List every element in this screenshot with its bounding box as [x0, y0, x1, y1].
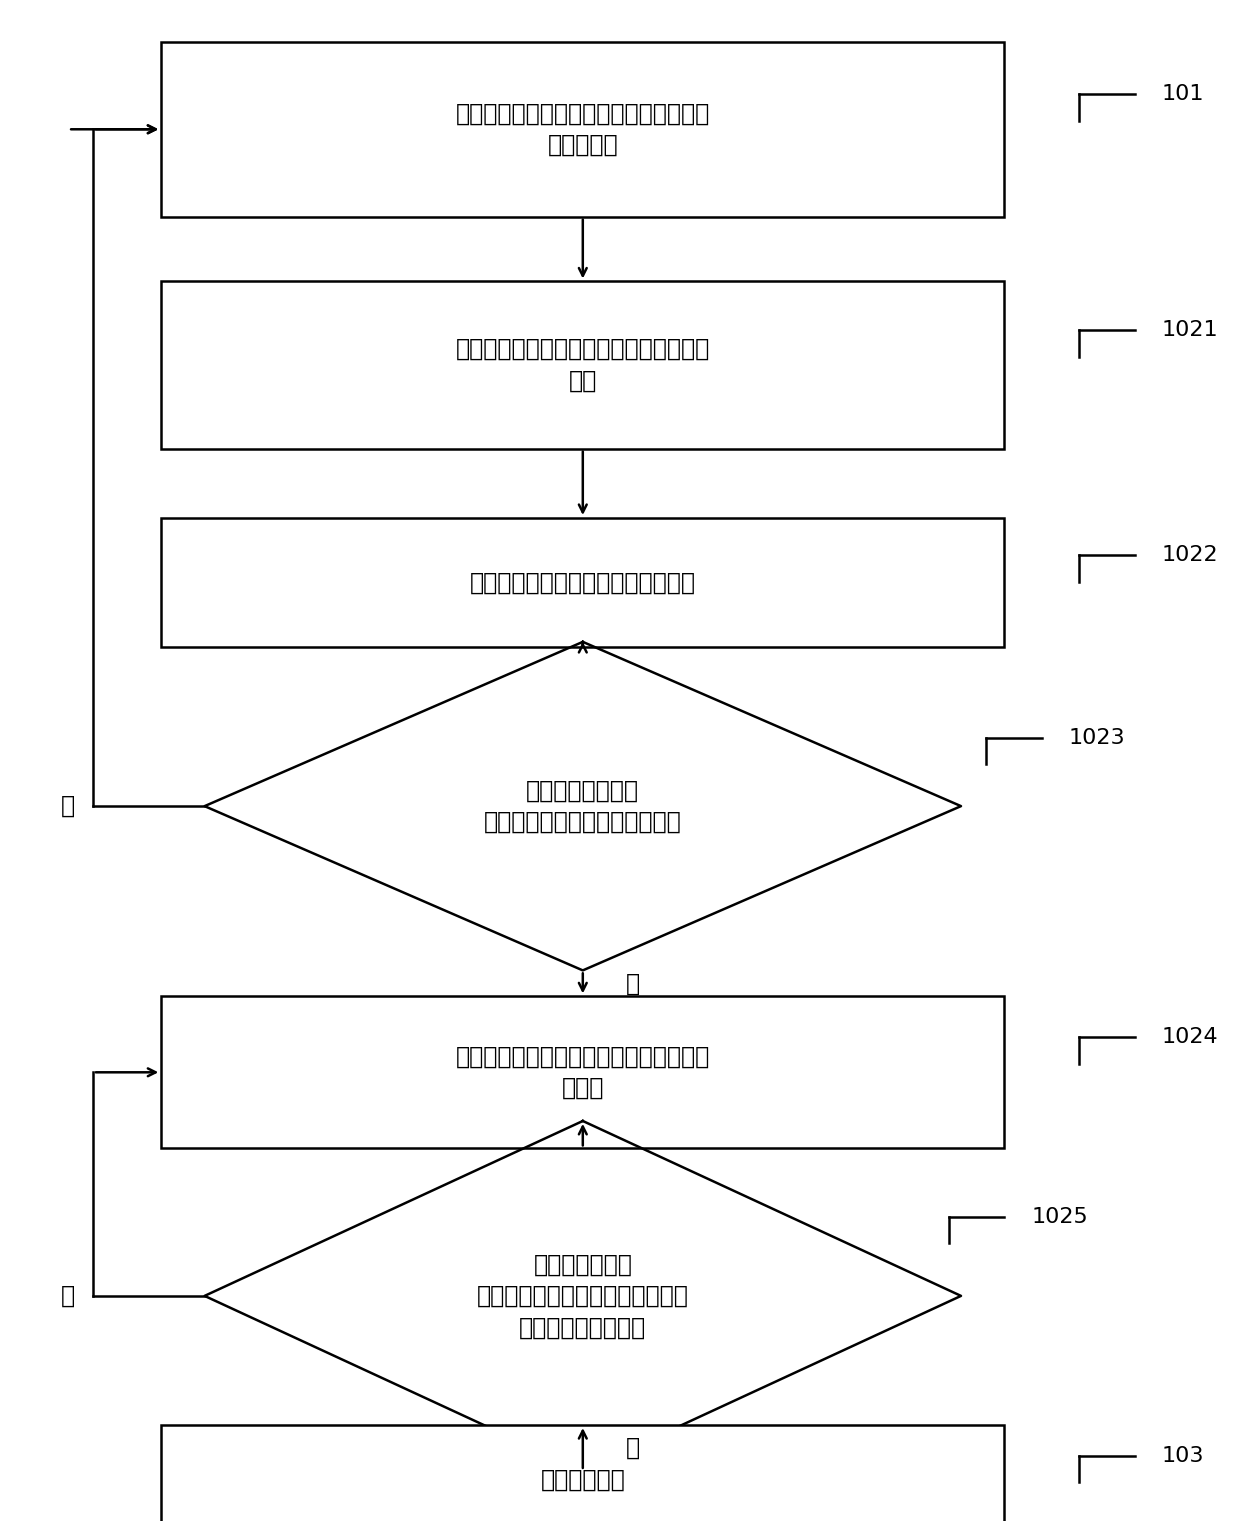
Text: 1024: 1024 [1162, 1027, 1219, 1048]
Text: 提取所述滤波后的电信号的时域和频域特
征参数: 提取所述滤波后的电信号的时域和频域特 征参数 [455, 1045, 711, 1100]
Text: 1025: 1025 [1032, 1206, 1089, 1227]
Bar [161, 996, 1004, 1148]
Text: 检测所述电信号
的特征值与预设枪声特征值的相似
度是否达到预设阈值: 检测所述电信号 的特征值与预设枪声特征值的相似 度是否达到预设阈值 [477, 1252, 688, 1340]
Bar [161, 41, 1004, 216]
Polygon shape [205, 642, 961, 970]
Text: 否: 否 [61, 794, 76, 818]
Text: 1021: 1021 [1162, 319, 1219, 341]
Bar [161, 517, 1004, 646]
Text: 是: 是 [625, 972, 640, 995]
Text: 对所述电信号进行滤波，得到滤波后的电
信号: 对所述电信号进行滤波，得到滤波后的电 信号 [455, 338, 711, 392]
Polygon shape [205, 1121, 961, 1471]
Text: 输出模拟枪声: 输出模拟枪声 [541, 1468, 625, 1492]
Text: 提取所述滤波后的电信号的信号峰值: 提取所述滤波后的电信号的信号峰值 [470, 570, 696, 595]
Text: 实时采集环境噪声，并将所述环境噪声转
化为电信号: 实时采集环境噪声，并将所述环境噪声转 化为电信号 [455, 102, 711, 157]
Bar [161, 1425, 1004, 1521]
Text: 101: 101 [1162, 84, 1204, 105]
Text: 1022: 1022 [1162, 545, 1219, 566]
Text: 检测所述信号峰值
是否大于或者等于预设信号峰值: 检测所述信号峰值 是否大于或者等于预设信号峰值 [484, 779, 682, 834]
Bar [161, 281, 1004, 449]
Text: 1023: 1023 [1069, 727, 1126, 748]
Text: 是: 是 [625, 1436, 640, 1460]
Text: 否: 否 [61, 1284, 76, 1308]
Text: 103: 103 [1162, 1445, 1204, 1466]
